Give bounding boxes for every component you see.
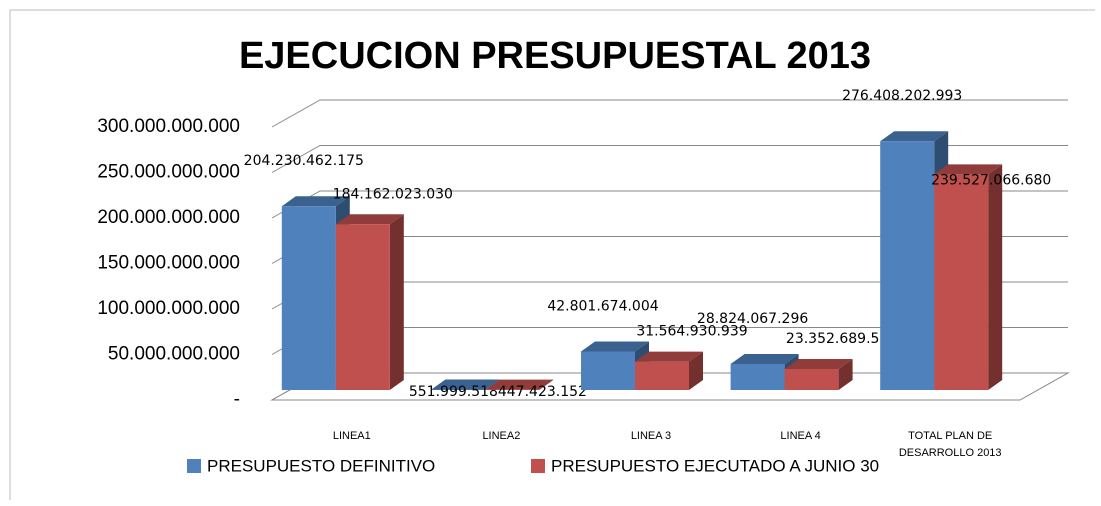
grid-line [271, 145, 1068, 173]
data-label: 31.564.930.939 [636, 324, 747, 340]
y-tick-label: 50.000.000.000 [108, 344, 240, 365]
bar [485, 379, 554, 390]
bar-front [784, 368, 839, 390]
x-tick-label: TOTAL PLAN DE DESARROLLO 2013 [899, 430, 1002, 459]
chart-title: EJECUCION PRESUPUESTAL 2013 [239, 35, 871, 77]
data-label: 184.162.023.030 [333, 186, 453, 202]
x-tick-label: LINEA 3 [631, 430, 671, 442]
bar-top [880, 131, 949, 142]
y-tick-label: - [234, 389, 240, 410]
bar-front [335, 224, 390, 390]
bar [730, 354, 799, 390]
x-tick-label: LINEA 4 [780, 430, 820, 442]
bar-top [934, 164, 1003, 175]
bar-side [838, 358, 853, 390]
y-tick-label: 200.000.000.000 [97, 207, 240, 228]
bar-side [988, 164, 1003, 390]
bar-top [485, 379, 554, 390]
bar [635, 351, 703, 390]
x-tick-label: LINEA2 [482, 430, 520, 442]
y-tick-label: 150.000.000.000 [97, 253, 240, 274]
grid-line [271, 99, 1068, 128]
bar-front [635, 361, 689, 390]
y-tick-label: 100.000.000.000 [97, 298, 240, 319]
bar-top [730, 354, 799, 365]
bar-side [689, 351, 703, 390]
bar-front [934, 174, 989, 390]
data-label: 204.230.462.175 [244, 153, 364, 169]
y-tick-label: 250.000.000.000 [97, 162, 240, 183]
bar-front [281, 206, 336, 390]
legend-label: PRESUPUESTO EJECUTADO A JUNIO 30 [551, 456, 879, 475]
frame [9, 9, 1095, 500]
data-label: 23.352.689.559 [786, 331, 897, 347]
data-label: 28.824.067.296 [697, 311, 808, 327]
bar-top [431, 379, 500, 390]
legend-swatch [531, 459, 545, 473]
bar-top [281, 196, 350, 207]
bar-top [784, 358, 853, 369]
bar [335, 214, 404, 390]
bar-side [539, 379, 554, 390]
data-label: 551.999.518 [409, 384, 498, 400]
data-label: 42.801.674.004 [547, 298, 658, 314]
bar-front [581, 351, 635, 390]
legend-swatch [187, 459, 201, 473]
data-label: 447.423.152 [498, 384, 587, 400]
x-tick-label: LINEA1 [333, 430, 371, 442]
y-tick-label: 300.000.000.000 [97, 116, 240, 137]
bar-top [581, 341, 649, 352]
bar-front [730, 364, 785, 390]
legend-label: PRESUPUESTO DEFINITIVO [207, 456, 435, 475]
bar [934, 164, 1003, 390]
bar-top [335, 214, 404, 225]
data-label: 239.527.066.680 [931, 172, 1051, 188]
bar-side [389, 214, 404, 390]
data-label: 276.408.202.993 [842, 88, 962, 104]
bar [784, 358, 853, 390]
bar-front [880, 141, 935, 390]
bar-top [635, 351, 703, 362]
